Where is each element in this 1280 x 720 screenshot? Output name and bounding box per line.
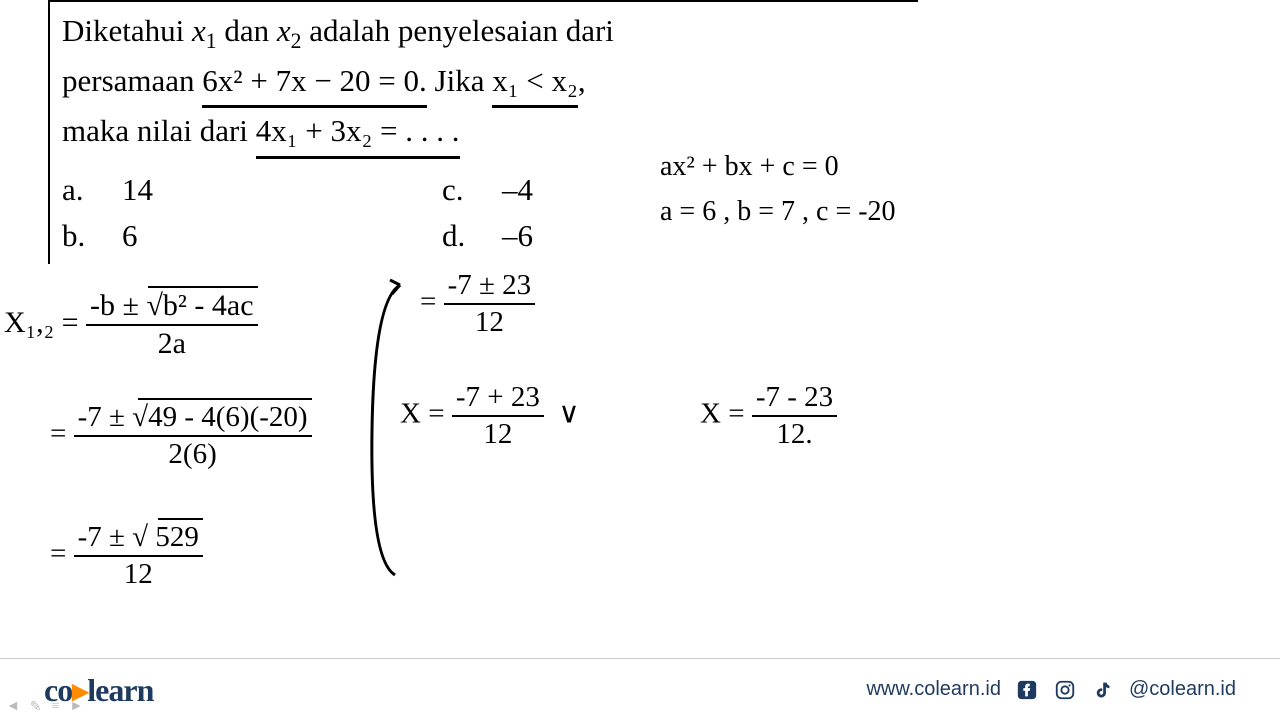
q-x1: x (192, 13, 206, 48)
hw-coeffs: a = 6 , b = 7 , c = -20 (660, 195, 896, 229)
hw-rcol1-den: 12 (444, 305, 536, 340)
hw-rcol3-den: 12. (752, 417, 837, 452)
hw-formula: X₁,₂ = -b ± √b² - 4ac 2a (4, 288, 258, 362)
opt-b-val: 6 (122, 218, 138, 253)
hw-rcol1-eq: = (420, 285, 436, 317)
nav-edit-icon[interactable]: ✎ (30, 699, 42, 716)
q-line3-pre: maka nilai dari (62, 113, 256, 148)
hw-step3-num: -7 ± √ 529 (78, 521, 199, 553)
footer-url[interactable]: www.colearn.id (866, 678, 1001, 701)
hw-or: ∨ (558, 397, 579, 429)
q-line1-mid: dan (217, 13, 277, 48)
hw-rcol2-den: 12 (452, 417, 544, 452)
q-sub1: 1 (206, 29, 217, 53)
q-condition: x₁ < x₂ (492, 58, 578, 109)
nav-back-icon[interactable]: ◄ (6, 699, 20, 716)
tiktok-icon[interactable] (1091, 678, 1115, 702)
hw-rcol2: X = -7 + 23 12 ∨ (400, 380, 580, 452)
q-x2: x (277, 13, 291, 48)
footer-right: www.colearn.id @colearn.id (866, 678, 1236, 702)
q-expression: 4x₁ + 3x₂ = . . . . (256, 108, 460, 159)
nav-menu-icon[interactable]: ≡ (52, 699, 60, 716)
hw-rcol1-num: -7 ± 23 (444, 268, 536, 305)
hw-eq-form: ax² + bx + c = 0 (660, 150, 839, 184)
hw-step3-den: 12 (74, 557, 203, 592)
option-a: a.14 (62, 167, 442, 214)
hw-step2-den: 2(6) (74, 437, 312, 472)
q-equation: 6x² + 7x − 20 = 0. (202, 58, 427, 109)
q-sub2: 2 (291, 29, 302, 53)
hw-step2-num: -7 ± √49 - 4(6)(-20) (78, 401, 308, 433)
hw-rcol3-num: -7 - 23 (752, 380, 837, 417)
question-text: Diketahui x1 dan x2 adalah penyelesaian … (62, 8, 906, 159)
q-line2-pre: persamaan (62, 63, 202, 98)
instagram-icon[interactable] (1053, 678, 1077, 702)
option-c: c.–4 (442, 167, 533, 214)
hw-rcol2-num: -7 + 23 (452, 380, 544, 417)
hw-rcol1: = -7 ± 23 12 (420, 268, 535, 340)
hw-formula-den: 2a (86, 326, 258, 362)
hw-formula-num: -b ± √b² - 4ac (90, 289, 254, 322)
opt-c-val: –4 (502, 172, 533, 207)
hw-rcol3: X = -7 - 23 12. (700, 380, 837, 452)
footer-bar: co▸learn www.colearn.id @colearn.id (0, 658, 1280, 720)
q-line1-post: adalah penyelesaian dari (301, 13, 613, 48)
hw-step3: = -7 ± √ 529 12 (50, 520, 203, 592)
opt-a-val: 14 (122, 172, 153, 207)
hw-rcol2-x: X = (400, 397, 445, 429)
opt-a-label: a. (62, 167, 122, 214)
q-line1-pre: Diketahui (62, 13, 192, 48)
opt-c-label: c. (442, 167, 502, 214)
nav-forward-icon[interactable]: ► (70, 699, 84, 716)
logo-learn: learn (87, 672, 153, 708)
hw-x12-label: X₁,₂ = (4, 306, 79, 339)
option-d: d.–6 (442, 213, 533, 260)
facebook-icon[interactable] (1015, 678, 1039, 702)
footer-handle[interactable]: @colearn.id (1129, 678, 1236, 701)
opt-d-label: d. (442, 213, 502, 260)
q-line2-post: , (578, 63, 586, 98)
option-b: b.6 (62, 213, 442, 260)
hw-step2: = -7 ± √49 - 4(6)(-20) 2(6) (50, 400, 312, 472)
q-line2-mid: Jika (427, 63, 492, 98)
opt-d-val: –6 (502, 218, 533, 253)
opt-b-label: b. (62, 213, 122, 260)
hw-rcol3-x: X = (700, 397, 745, 429)
nav-icons: ◄ ✎ ≡ ► (6, 699, 83, 716)
